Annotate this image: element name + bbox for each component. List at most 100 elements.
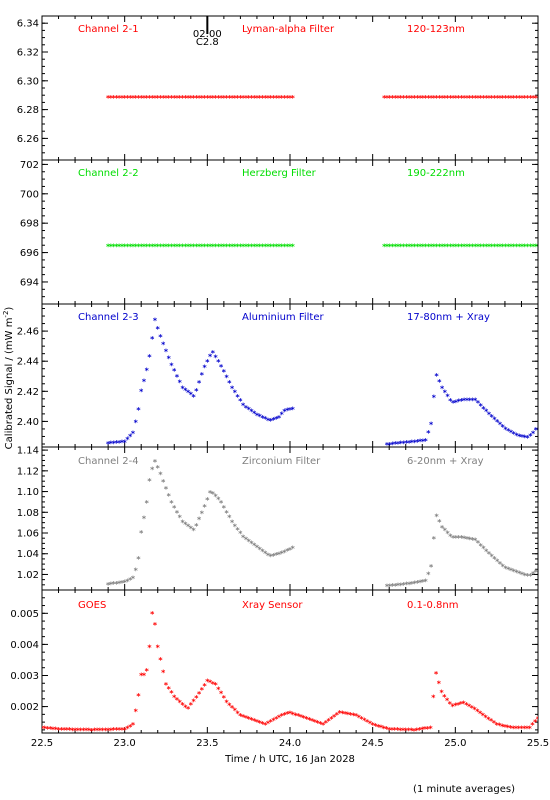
data-point: * xyxy=(484,713,489,722)
data-point: * xyxy=(197,94,202,103)
data-point: * xyxy=(244,243,249,252)
data-point: * xyxy=(255,718,260,727)
filter-label: Aluminium Filter xyxy=(242,312,325,323)
data-point: * xyxy=(423,725,428,734)
data-point: * xyxy=(523,243,528,252)
data-point: * xyxy=(399,94,404,103)
data-point: * xyxy=(520,433,525,442)
data-point: * xyxy=(511,724,516,733)
data-point: * xyxy=(382,724,387,733)
data-point: * xyxy=(183,94,188,103)
data-point: * xyxy=(244,714,249,723)
data-point: * xyxy=(164,681,169,690)
panel-frame xyxy=(41,159,539,305)
data-point: * xyxy=(145,94,150,103)
data-point: * xyxy=(429,421,434,430)
data-point: * xyxy=(481,243,486,252)
data-point: * xyxy=(112,439,117,448)
data-point: * xyxy=(448,243,453,252)
data-point: * xyxy=(145,499,150,508)
data-point: * xyxy=(216,358,221,367)
data-point: * xyxy=(117,579,122,588)
data-point: * xyxy=(396,94,401,103)
data-point: * xyxy=(208,679,213,688)
data-point: * xyxy=(131,429,136,438)
data-point: * xyxy=(512,568,517,577)
data-point: * xyxy=(468,535,473,544)
data-point: * xyxy=(114,580,119,589)
data-point: * xyxy=(92,727,97,736)
data-point: * xyxy=(109,243,114,252)
data-point: * xyxy=(90,727,95,736)
data-point: * xyxy=(410,243,415,252)
data-point: * xyxy=(227,243,232,252)
data-point: * xyxy=(484,408,489,417)
data-point: * xyxy=(445,696,450,705)
data-point: * xyxy=(462,396,467,405)
data-point: * xyxy=(219,363,224,372)
data-point: * xyxy=(435,513,440,522)
data-point: * xyxy=(128,576,133,585)
data-point: * xyxy=(503,243,508,252)
data-point: * xyxy=(269,243,274,252)
data-point: * xyxy=(490,413,495,422)
data-point: * xyxy=(238,530,243,539)
data-point: * xyxy=(123,579,128,588)
data-point: * xyxy=(244,94,249,103)
data-point: * xyxy=(451,94,456,103)
data-point: * xyxy=(45,725,50,734)
data-point: * xyxy=(263,94,268,103)
data-point: * xyxy=(145,243,150,252)
data-point: * xyxy=(368,720,373,729)
data-point: * xyxy=(147,94,152,103)
data-point: * xyxy=(324,719,329,728)
data-point: * xyxy=(396,243,401,252)
data-point: * xyxy=(437,518,442,527)
data-point: * xyxy=(120,579,125,588)
band-label: 17-80nm + Xray xyxy=(407,312,490,323)
data-point: * xyxy=(440,94,445,103)
data-point: * xyxy=(274,94,279,103)
footnote: (1 minute averages) xyxy=(413,784,515,795)
data-point: * xyxy=(346,710,351,719)
data-point: * xyxy=(530,721,535,730)
data-point: * xyxy=(164,485,169,494)
data-point: * xyxy=(399,440,404,449)
data-point: * xyxy=(396,582,401,591)
band-label: 6-20nm + Xray xyxy=(407,456,484,467)
data-point: * xyxy=(280,411,285,420)
data-point: * xyxy=(476,243,481,252)
data-point: * xyxy=(476,94,481,103)
data-point: * xyxy=(528,243,533,252)
data-point: * xyxy=(456,701,461,710)
data-point: * xyxy=(123,243,128,252)
data-point: * xyxy=(183,243,188,252)
data-point: * xyxy=(478,709,483,718)
data-point: * xyxy=(291,406,296,415)
data-point: * xyxy=(169,689,174,698)
filter-label: Xray Sensor xyxy=(242,600,303,611)
data-point: * xyxy=(175,509,180,518)
data-point: * xyxy=(388,94,393,103)
data-point: * xyxy=(255,411,260,420)
data-point: * xyxy=(222,94,227,103)
data-point: * xyxy=(169,94,174,103)
data-point: * xyxy=(528,572,533,581)
data-point: * xyxy=(440,243,445,252)
data-point: * xyxy=(263,721,268,730)
data-point: * xyxy=(486,715,491,724)
data-point: * xyxy=(423,94,428,103)
data-point: * xyxy=(117,243,122,252)
x-tick-label: 25.5 xyxy=(527,738,549,749)
data-point: * xyxy=(222,504,227,513)
data-point: * xyxy=(418,243,423,252)
data-point: * xyxy=(202,503,207,512)
data-point: * xyxy=(153,243,158,252)
data-point: * xyxy=(459,700,464,709)
data-point: * xyxy=(222,694,227,703)
data-point: * xyxy=(448,700,453,709)
data-point: * xyxy=(465,396,470,405)
data-point: * xyxy=(423,437,428,446)
data-point: * xyxy=(186,705,191,714)
data-point: * xyxy=(481,405,486,414)
